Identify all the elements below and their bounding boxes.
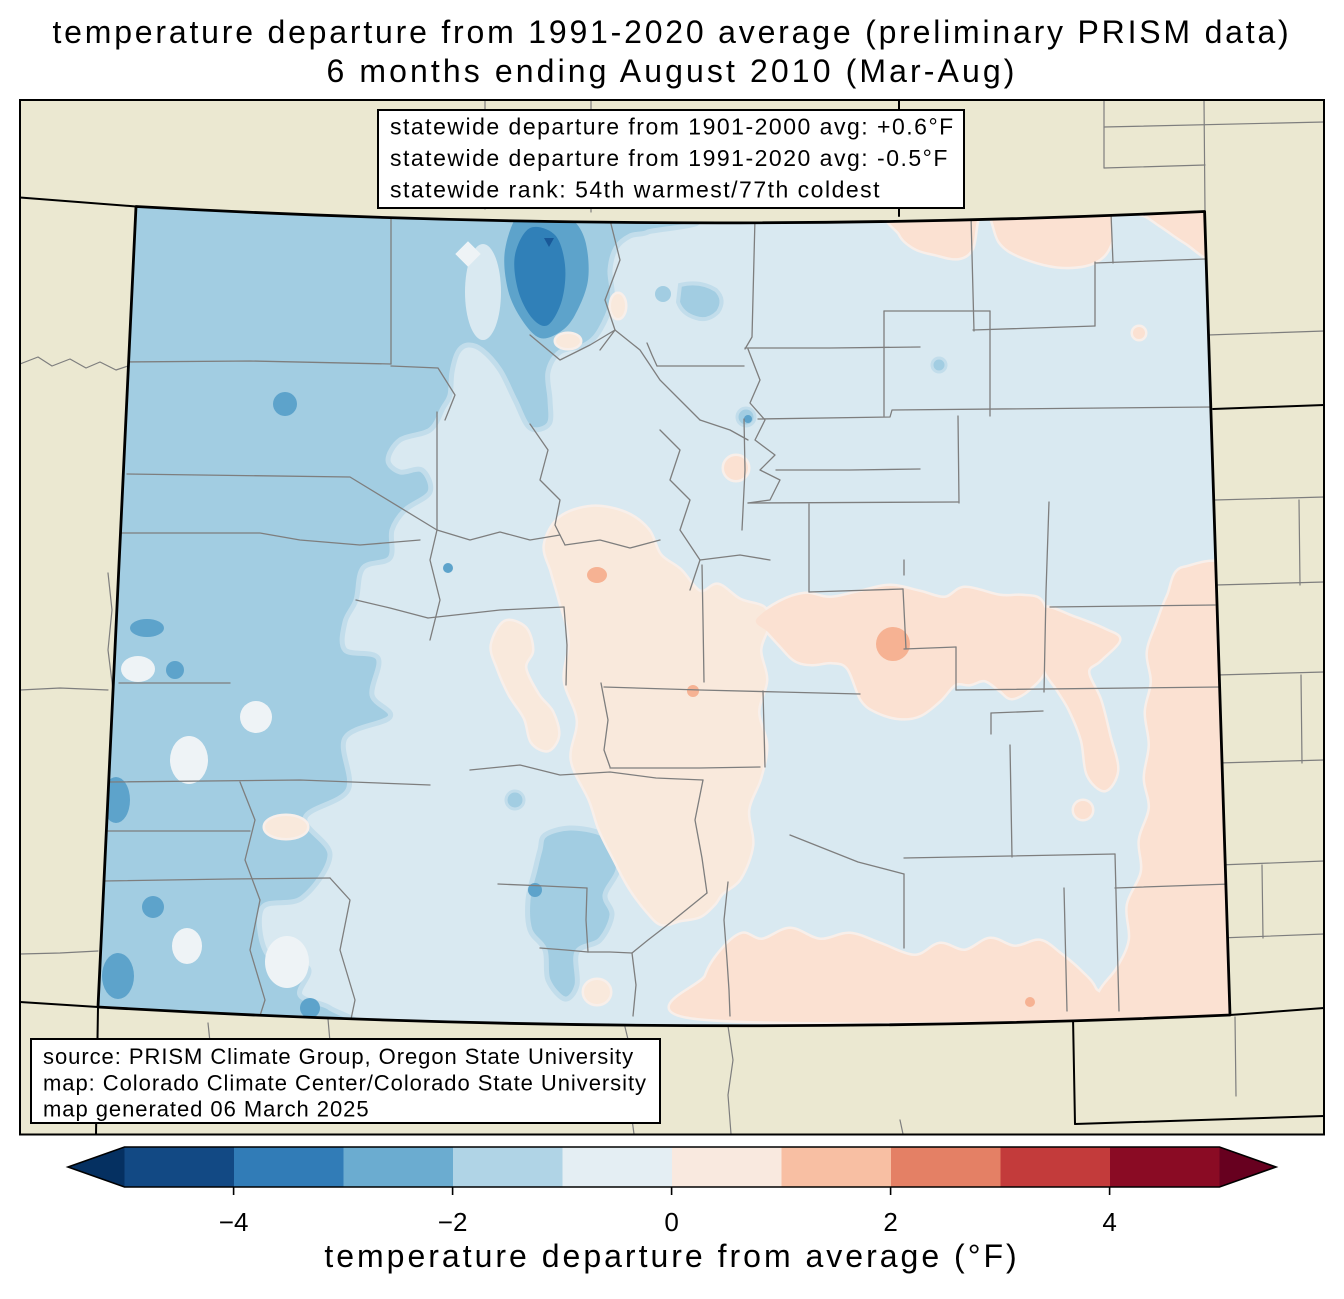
svg-text:4: 4 <box>1102 1207 1116 1237</box>
svg-text:−4: −4 <box>219 1207 249 1237</box>
svg-text:6 months ending August 2010 (M: 6 months ending August 2010 (Mar-Aug) <box>326 53 1017 89</box>
svg-text:temperature departure from ave: temperature departure from average (°F) <box>324 1238 1019 1274</box>
svg-text:map generated 06 March 2025: map generated 06 March 2025 <box>43 1097 370 1122</box>
svg-text:map: Colorado Climate Center/C: map: Colorado Climate Center/Colorado St… <box>43 1071 647 1096</box>
svg-text:statewide departure from 1991-: statewide departure from 1991-2020 avg: … <box>390 145 949 171</box>
svg-text:statewide rank: 54th warmest/7: statewide rank: 54th warmest/77th coldes… <box>390 177 881 203</box>
svg-text:statewide departure from 1901-: statewide departure from 1901-2000 avg: … <box>390 114 955 140</box>
svg-text:0: 0 <box>664 1207 678 1237</box>
svg-text:source: PRISM Climate Group, O: source: PRISM Climate Group, Oregon Stat… <box>43 1044 634 1069</box>
svg-text:2: 2 <box>883 1207 897 1237</box>
svg-text:−2: −2 <box>438 1207 468 1237</box>
svg-text:temperature departure from 199: temperature departure from 1991-2020 ave… <box>52 14 1291 50</box>
